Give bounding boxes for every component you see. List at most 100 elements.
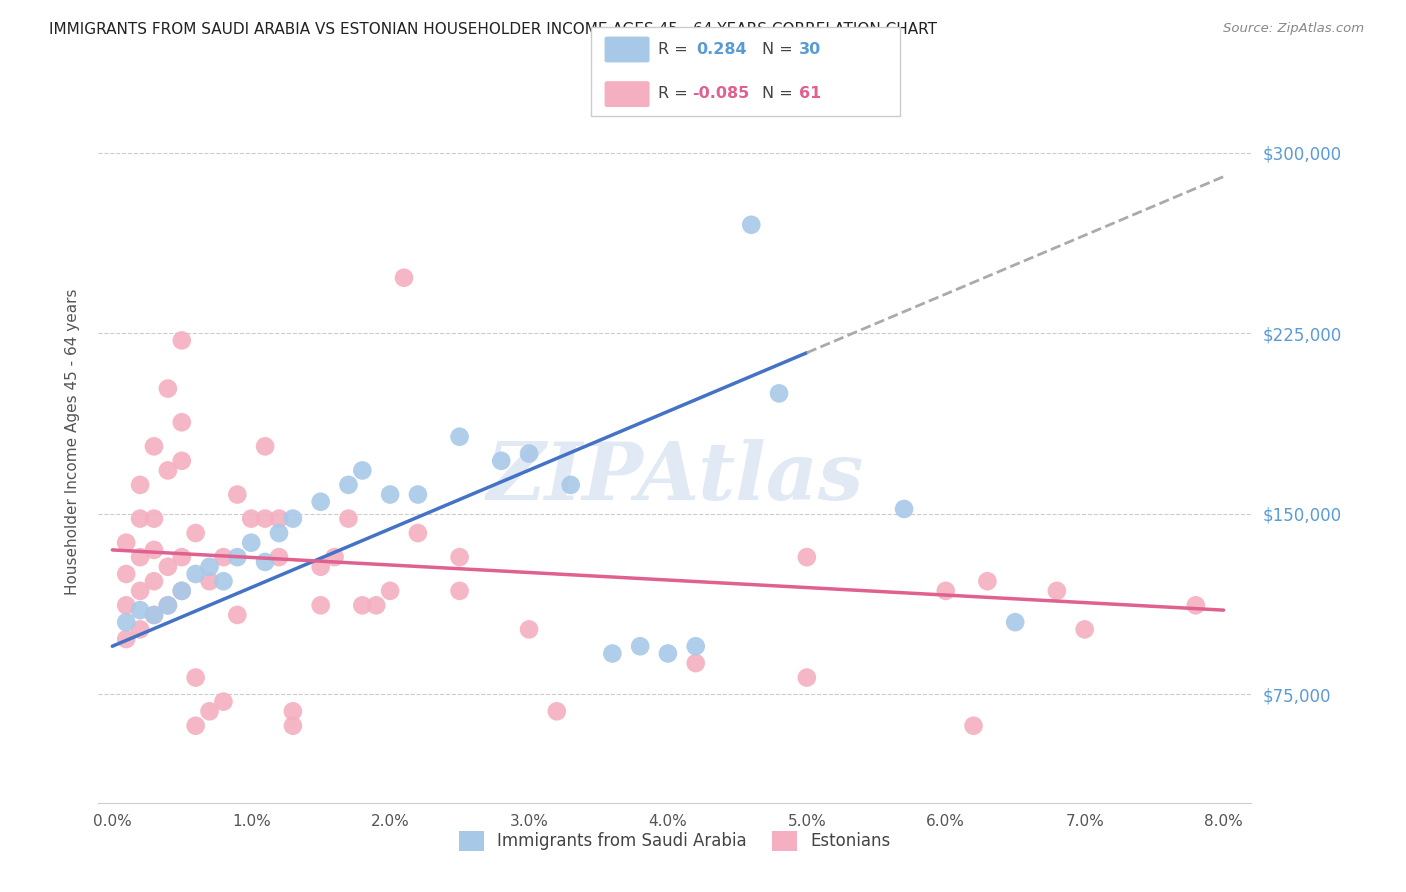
Point [212,574,235,589]
Point [309,599,332,613]
Point [226,550,249,565]
Point [392,270,415,285]
Point [685,639,707,653]
Point [115,567,138,582]
Point [1073,623,1095,637]
Point [184,567,207,582]
Point [657,647,679,661]
Point [546,704,568,718]
Point [352,599,374,613]
Text: ZIPAtlas: ZIPAtlas [486,439,863,516]
Point [1004,615,1026,630]
Point [156,599,179,613]
Point [893,502,915,516]
Point [378,487,401,501]
Point [115,599,138,613]
Text: N =: N = [762,87,799,101]
Point [267,550,290,565]
Point [768,386,790,401]
Point [962,719,984,733]
Point [309,494,332,508]
Point [226,487,249,501]
Point [337,511,360,525]
Point [129,583,152,598]
Point [1184,599,1206,613]
Point [115,632,138,646]
Point [406,526,429,541]
Point [1046,583,1069,598]
Point [198,559,221,574]
Point [156,599,179,613]
Point [129,478,152,492]
Point [378,583,401,598]
Point [143,607,166,622]
Point [170,550,193,565]
Point [491,454,513,468]
Y-axis label: Householder Income Ages 45 - 64 years: Householder Income Ages 45 - 64 years [65,288,80,595]
Point [935,583,957,598]
Point [449,583,471,598]
Point [143,607,166,622]
Point [184,526,207,541]
Point [517,446,540,460]
Point [129,623,152,637]
Point [517,623,540,637]
Text: N =: N = [762,42,799,56]
Point [198,574,221,589]
Point [281,511,304,525]
Point [156,382,179,396]
Point [796,550,818,565]
Point [170,583,193,598]
Point [198,704,221,718]
Point [212,550,235,565]
Text: 30: 30 [799,42,821,56]
Point [366,599,388,613]
Text: Source: ZipAtlas.com: Source: ZipAtlas.com [1223,22,1364,36]
Point [226,607,249,622]
Text: 61: 61 [799,87,821,101]
Text: R =: R = [658,42,693,56]
Point [143,439,166,453]
Point [254,555,277,569]
Point [337,478,360,492]
Point [170,415,193,429]
Point [129,511,152,525]
Point [628,639,651,653]
Point [352,463,374,477]
Point [129,550,152,565]
Point [143,574,166,589]
Point [170,334,193,348]
Point [449,550,471,565]
Point [254,511,277,525]
Point [240,535,263,549]
Point [240,511,263,525]
Point [115,615,138,630]
Point [740,218,762,232]
Point [281,719,304,733]
Point [281,704,304,718]
Text: 0.284: 0.284 [696,42,747,56]
Point [212,695,235,709]
Point [129,603,152,617]
Point [156,463,179,477]
Point [143,542,166,557]
Point [156,559,179,574]
Text: IMMIGRANTS FROM SAUDI ARABIA VS ESTONIAN HOUSEHOLDER INCOME AGES 45 - 64 YEARS C: IMMIGRANTS FROM SAUDI ARABIA VS ESTONIAN… [49,22,938,37]
Point [184,671,207,685]
Point [685,656,707,670]
Point [323,550,346,565]
Point [406,487,429,501]
Text: R =: R = [658,87,693,101]
Point [267,526,290,541]
Point [560,478,582,492]
Point [309,559,332,574]
Text: -0.085: -0.085 [692,87,749,101]
Legend: Immigrants from Saudi Arabia, Estonians: Immigrants from Saudi Arabia, Estonians [451,822,898,860]
Point [254,439,277,453]
Point [184,719,207,733]
Point [449,430,471,444]
Point [143,511,166,525]
Point [170,454,193,468]
Point [602,647,624,661]
Point [115,535,138,549]
